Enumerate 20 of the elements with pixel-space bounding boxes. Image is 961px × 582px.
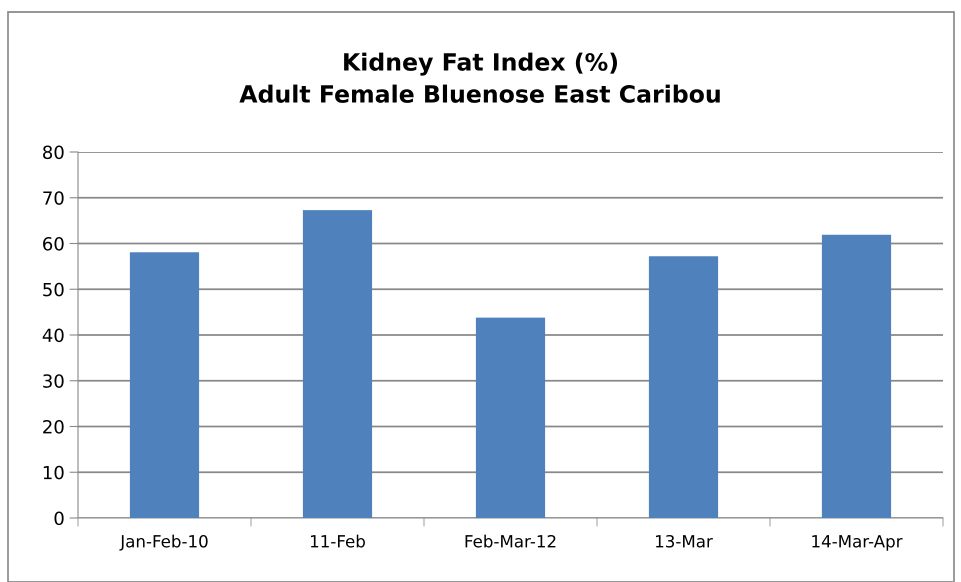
y-tick-label: 30 [43,374,64,388]
y-tick-label: 0 [54,511,64,526]
bar [822,234,892,518]
chart-title: Kidney Fat Index (%) Adult Female Bluenose East Caribou [239,52,720,103]
x-tick-label: 13-Mar [656,534,713,548]
y-tick-label: 20 [43,420,64,434]
y-tick-label: 80 [43,145,64,160]
bar [302,210,372,518]
bar [648,256,718,518]
x-tick-label: 11-Feb [310,534,365,548]
bar [130,252,200,518]
x-tick-label: Feb-Mar-12 [466,534,556,548]
x-tick-label: 14-Mar-Apr [812,535,903,551]
y-tick-label: 40 [42,328,64,342]
bar [476,318,546,518]
y-tick-label: 10 [44,466,64,480]
y-tick-label: 70 [43,191,64,205]
y-tick-label: 60 [43,236,64,251]
y-tick-label: 50 [43,282,64,296]
x-tick-label: Jan-Feb-10 [119,534,208,551]
